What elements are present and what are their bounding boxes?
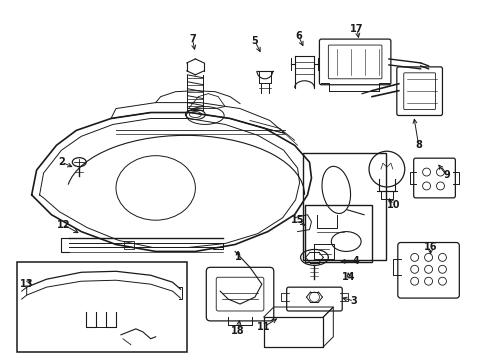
Text: 5: 5 bbox=[251, 36, 258, 46]
Text: 15: 15 bbox=[290, 215, 304, 225]
Text: 16: 16 bbox=[423, 243, 436, 252]
Text: 10: 10 bbox=[386, 200, 400, 210]
Text: 17: 17 bbox=[350, 24, 363, 34]
Text: 18: 18 bbox=[231, 326, 244, 336]
Text: 11: 11 bbox=[257, 322, 270, 332]
Text: 12: 12 bbox=[57, 220, 70, 230]
Text: 3: 3 bbox=[350, 296, 357, 306]
Text: 7: 7 bbox=[189, 34, 195, 44]
Text: 6: 6 bbox=[295, 31, 301, 41]
Text: 8: 8 bbox=[414, 140, 421, 150]
Text: 1: 1 bbox=[234, 252, 241, 262]
Text: 2: 2 bbox=[58, 157, 65, 167]
Text: 14: 14 bbox=[342, 272, 355, 282]
Text: 9: 9 bbox=[442, 170, 449, 180]
Text: 13: 13 bbox=[20, 279, 33, 289]
Text: 4: 4 bbox=[352, 256, 359, 266]
